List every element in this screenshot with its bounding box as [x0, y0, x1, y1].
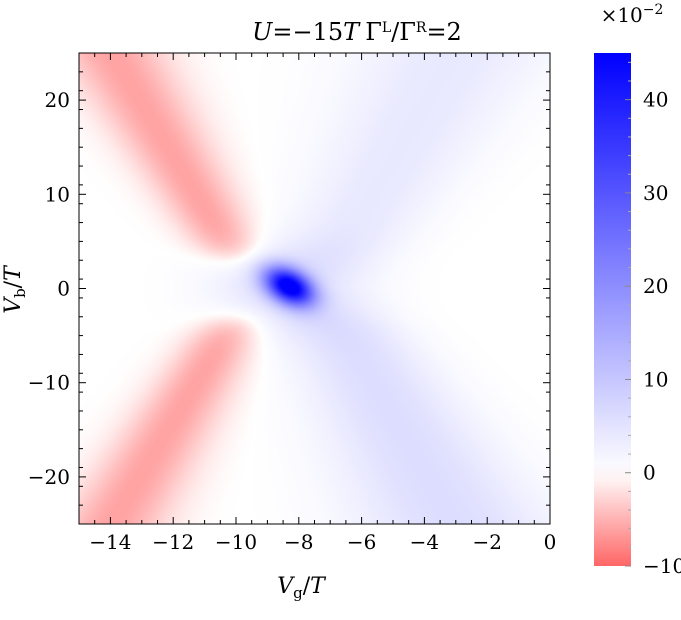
x-tick-label: −14	[89, 530, 131, 554]
colorbar-tick-label: 10	[643, 367, 668, 391]
y-tick-label: 20	[45, 88, 70, 112]
title-ratio-gamma-right: Γ	[399, 18, 416, 46]
y-tick-label: 0	[57, 277, 70, 301]
colorbar-tick-label: 0	[643, 461, 656, 485]
title-ratio-value: =2	[426, 18, 461, 46]
colorbar-multiplier: ×10−2	[601, 2, 664, 27]
colorbar-tick-label: −10	[643, 554, 681, 578]
xlabel-slash: /	[303, 574, 311, 599]
colorbar-scale	[594, 53, 631, 566]
y-tick-label: 10	[45, 182, 70, 206]
title-ratio-gamma-left-sup: L	[382, 20, 391, 36]
colorbar-multiplier-exponent: −2	[643, 2, 664, 18]
x-tick-label: −10	[215, 530, 257, 554]
x-tick-label: 0	[544, 530, 557, 554]
x-axis: −14 −12 −10 −8 −6 −4 −2 0	[78, 53, 557, 554]
title-u-unit: T	[343, 18, 361, 46]
title-u-symbol: U	[252, 18, 273, 46]
x-tick-label: −8	[284, 530, 313, 554]
colorbar: −10 0 10 20 30 40 ×10−2	[594, 2, 681, 578]
y-tick-label: −20	[28, 465, 70, 489]
ylabel-subscript: b	[11, 288, 29, 298]
colorbar-tick-label: 40	[643, 88, 668, 112]
colorbar-tick-label: 30	[643, 181, 668, 205]
x-tick-label: −12	[152, 530, 194, 554]
y-tick-label: −10	[28, 371, 70, 395]
x-axis-label: Vg/T	[277, 574, 327, 602]
ylabel-slash: /	[1, 280, 26, 288]
x-tick-label: −6	[347, 530, 376, 554]
ylabel-unit: T	[1, 264, 26, 281]
xlabel-unit: T	[310, 574, 327, 599]
title-ratio-gamma-right-sup: R	[416, 20, 427, 36]
title-ratio-slash: /	[391, 18, 400, 46]
xlabel-symbol: V	[277, 574, 295, 599]
y-axis: −20 −10 0 10 20	[28, 52, 550, 525]
colorbar-ticks: −10 0 10 20 30 40	[625, 61, 681, 578]
chart-title: U=−15T ΓL/ΓR=2	[252, 18, 462, 46]
y-axis-label: Vb/T	[1, 264, 29, 314]
title-ratio-gamma-left: Γ	[365, 18, 382, 46]
xlabel-subscript: g	[293, 584, 303, 602]
x-tick-label: −4	[410, 530, 439, 554]
x-tick-label: −2	[472, 530, 501, 554]
heatmap-image	[79, 53, 550, 524]
colorbar-multiplier-base: ×10	[601, 3, 643, 27]
colorbar-tick-label: 20	[643, 274, 668, 298]
ylabel-symbol: V	[1, 296, 26, 314]
title-u-value: =−15	[272, 18, 343, 46]
